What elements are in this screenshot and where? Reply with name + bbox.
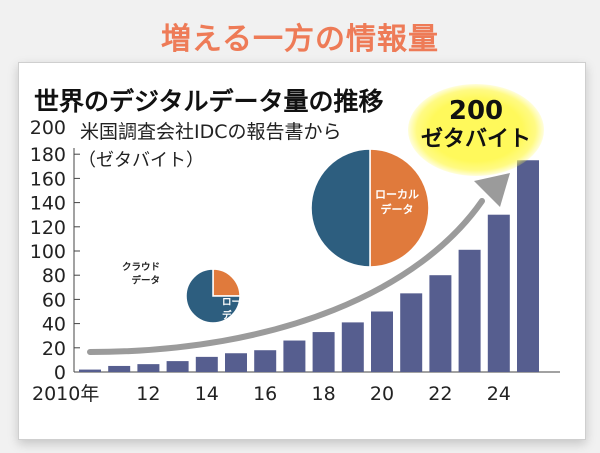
y-tick-label: 140	[30, 193, 66, 215]
annotation-highlight	[408, 84, 544, 176]
bar	[487, 214, 510, 372]
annotation-unit: ゼタバイト	[420, 127, 531, 152]
growth-arrow-head	[474, 173, 510, 207]
x-tick-label: 16	[253, 383, 277, 405]
y-axis-unit: （ゼタバイト）	[78, 150, 204, 171]
chart-subtitle: 米国調査会社IDCの報告書から	[80, 121, 342, 143]
bar	[137, 364, 160, 372]
pie-slice-label: データ	[381, 202, 414, 216]
annotation-value: 200	[448, 96, 504, 126]
bar	[371, 311, 393, 372]
x-tick-label: 22	[428, 383, 452, 405]
growth-arrow	[87, 198, 485, 355]
pie-slice-label: ローカル	[375, 188, 419, 201]
y-tick-label: 20	[42, 338, 66, 360]
bar	[166, 361, 189, 372]
y-tick-label: 100	[30, 241, 66, 263]
total-annotation: 200 ゼタバイト	[408, 84, 544, 176]
bar	[458, 249, 481, 372]
pie-slice	[212, 268, 241, 297]
pie-slice	[310, 148, 371, 268]
x-tick-label: 18	[312, 383, 336, 405]
pie-slice-label: データ	[222, 310, 251, 322]
y-tick-label: 60	[42, 289, 66, 311]
x-tick-label: 2010年	[32, 383, 99, 405]
x-tick-label: 24	[487, 383, 511, 405]
bar	[225, 353, 247, 372]
bar	[283, 340, 306, 372]
bar	[400, 293, 423, 372]
pie-slice-label: データ	[131, 275, 160, 287]
pie-slice	[185, 268, 241, 324]
pie-slice-label: クラウド	[122, 262, 160, 273]
bar	[254, 350, 277, 372]
y-tick-label: 80	[42, 265, 66, 287]
bar	[517, 160, 539, 372]
y-tick-label: 0	[54, 362, 66, 384]
x-tick-label: 14	[195, 383, 219, 405]
y-tick-label: 180	[30, 144, 66, 166]
x-tick-label: 12	[136, 383, 160, 405]
bar	[108, 365, 131, 372]
y-tick-label: 160	[30, 168, 66, 190]
bar	[429, 275, 452, 372]
y-tick-label: 120	[30, 217, 66, 239]
x-tick-label: 20	[370, 383, 394, 405]
pie-slice-label: ローカル	[222, 297, 261, 308]
chart-title: 世界のデジタルデータ量の推移	[34, 87, 384, 116]
y-tick-label: 40	[42, 314, 66, 336]
bar	[341, 322, 364, 372]
bar	[79, 369, 101, 372]
page-headline: 増える一方の情報量	[160, 22, 440, 57]
bar	[312, 332, 335, 372]
pie-slice	[369, 148, 430, 268]
y-tick-label: 200	[30, 117, 66, 139]
bar	[195, 356, 218, 372]
